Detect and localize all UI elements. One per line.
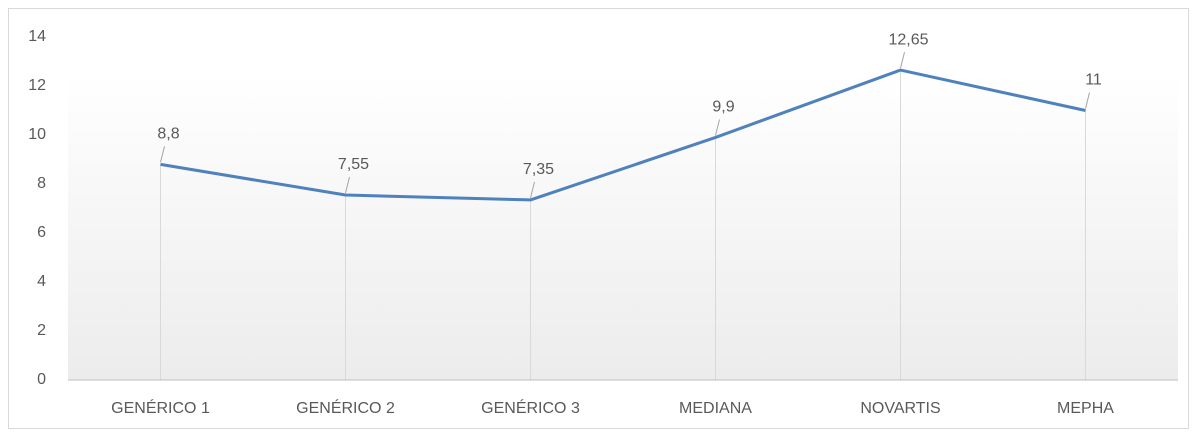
x-tick-label: GENÉRICO 1 xyxy=(111,398,210,417)
y-tick-label: 14 xyxy=(28,28,46,45)
y-tick-label: 4 xyxy=(37,273,46,290)
leader-line xyxy=(530,181,535,199)
x-tick-label: GENÉRICO 2 xyxy=(296,398,395,417)
y-tick-label: 10 xyxy=(28,126,46,143)
x-tick-label: MEPHA xyxy=(1057,400,1114,417)
leader-line xyxy=(160,146,165,163)
y-tick-label: 6 xyxy=(37,224,46,241)
data-label: 9,9 xyxy=(712,99,734,116)
series-line xyxy=(160,68,1086,202)
y-tick-label: 8 xyxy=(37,175,46,192)
leader-line xyxy=(715,119,720,136)
data-label: 8,8 xyxy=(157,126,179,143)
y-tick-label: 2 xyxy=(37,322,46,339)
y-tick-label: 12 xyxy=(28,77,46,94)
leader-line xyxy=(345,176,350,194)
leader-line xyxy=(900,51,905,69)
plot-background xyxy=(68,72,1178,380)
data-label: 7,35 xyxy=(523,161,554,178)
x-tick-label: GENÉRICO 3 xyxy=(481,398,580,417)
x-tick-label: MEDIANA xyxy=(679,400,752,417)
leader-line xyxy=(1085,92,1090,109)
x-tick-label: NOVARTIS xyxy=(860,400,940,417)
data-label: 11 xyxy=(1085,72,1102,89)
data-label: 7,55 xyxy=(338,156,369,173)
y-tick-label: 0 xyxy=(37,371,46,388)
data-label: 12,65 xyxy=(888,31,928,48)
